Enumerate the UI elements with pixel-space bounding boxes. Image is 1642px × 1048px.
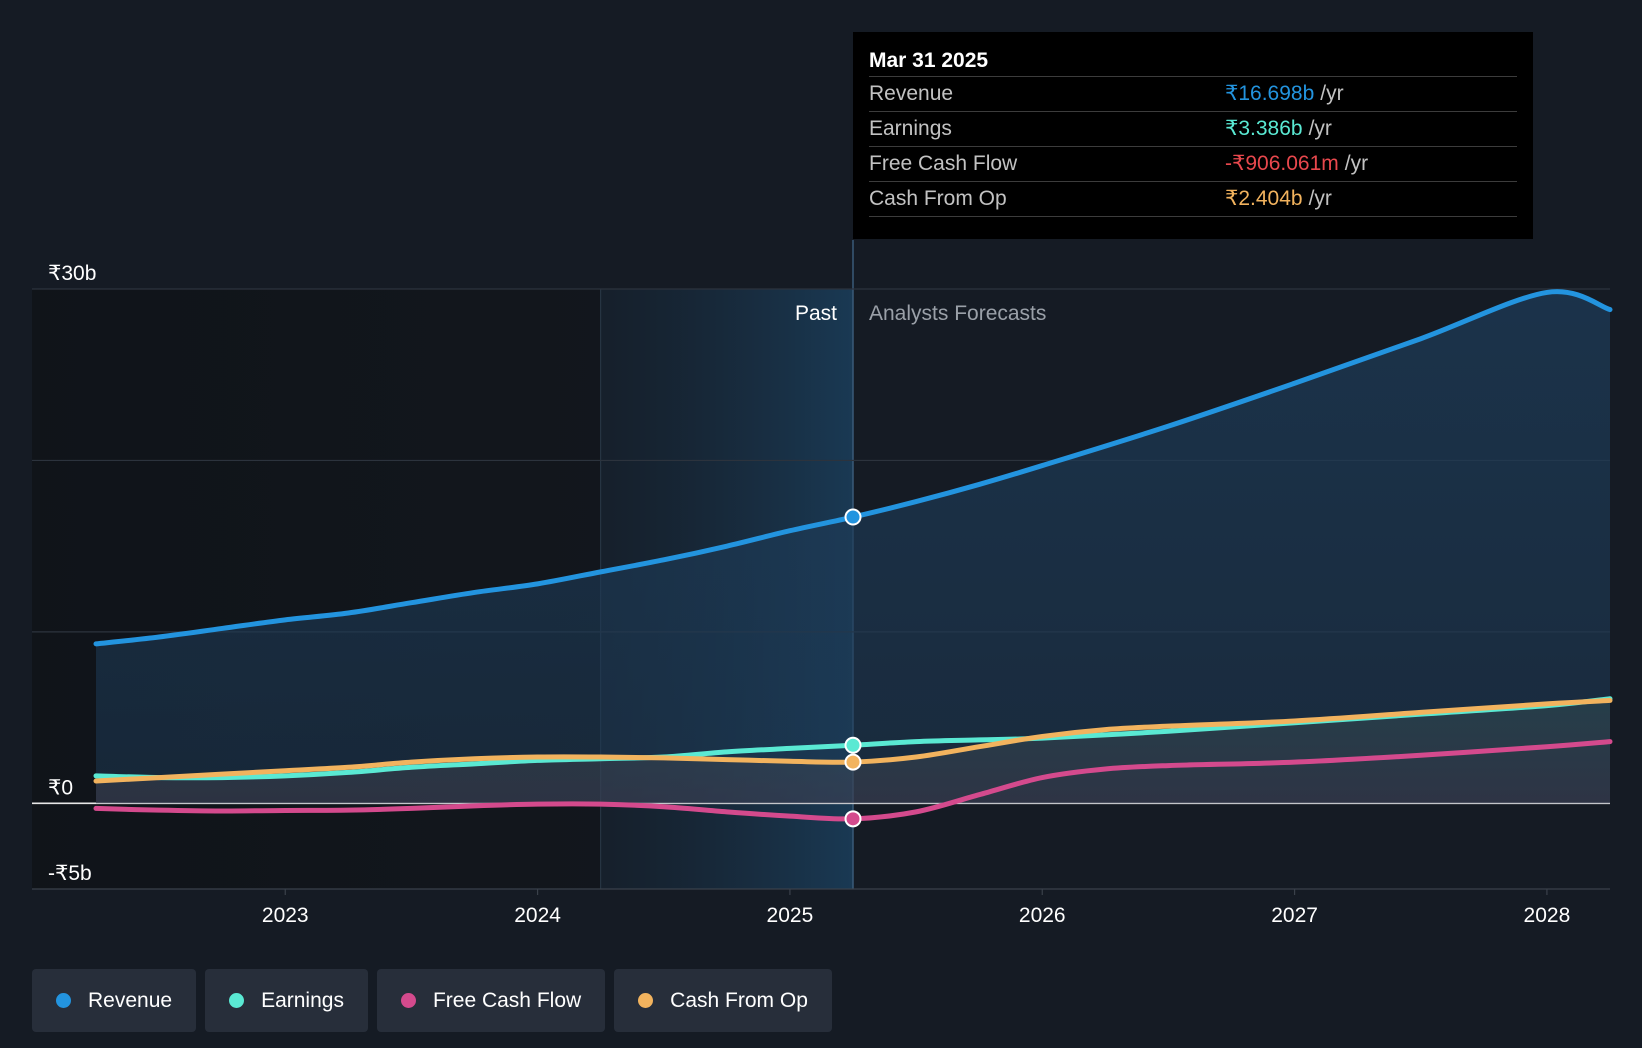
tooltip-label: Earnings [869, 117, 952, 140]
series-line-cash-from-op [93, 697, 1613, 784]
legend-dot-icon [56, 993, 71, 1008]
y-tick-label: -₹5b [48, 862, 92, 885]
x-tick-label: 2026 [1019, 904, 1066, 927]
legend-dot-icon [638, 993, 654, 1008]
tooltip-row-free-cash-flow: Free Cash Flow -₹906.061m /yr [869, 147, 1517, 182]
tooltip-unit: /yr [1308, 117, 1332, 140]
legend-item-cash-from-op[interactable]: Cash From Op [614, 969, 832, 1032]
tooltip-unit: /yr [1320, 82, 1344, 105]
revenue-area [96, 291, 1610, 804]
forecast-label: Analysts Forecasts [869, 302, 1046, 325]
legend-label: Free Cash Flow [432, 988, 582, 1012]
x-tick-label: 2023 [262, 904, 309, 927]
tooltip-value: ₹3.386b [1225, 117, 1303, 140]
legend-item-free-cash-flow[interactable]: Free Cash Flow [376, 969, 606, 1032]
x-tick-label: 2027 [1271, 904, 1318, 927]
past-label: Past [795, 302, 837, 325]
legend-dot-icon [229, 993, 245, 1008]
legend-label: Cash From Op [670, 988, 808, 1012]
legend-label: Earnings [261, 988, 344, 1012]
tooltip-label: Revenue [869, 82, 954, 105]
y-tick-label: ₹0 [48, 776, 73, 799]
marker-earnings [844, 736, 862, 754]
tooltip-date: Mar 31 2025 [869, 46, 1517, 77]
marker-revenue [844, 508, 862, 526]
tooltip: Mar 31 2025 Revenue ₹16.698b /yr Earning… [853, 32, 1533, 239]
x-tick-label: 2028 [1524, 904, 1571, 927]
series-line-revenue [93, 289, 1613, 647]
tooltip-label: Free Cash Flow [869, 152, 1018, 175]
tooltip-value: ₹16.698b [1225, 82, 1315, 105]
marker-cash-from-op [844, 753, 862, 771]
marker-free-cash-flow [844, 810, 862, 828]
tooltip-row-earnings: Earnings ₹3.386b /yr [869, 112, 1517, 147]
tooltip-unit: /yr [1308, 187, 1332, 210]
x-tick-label: 2025 [767, 904, 814, 927]
legend-item-earnings[interactable]: Earnings [205, 969, 368, 1032]
legend: Revenue Earnings Free Cash Flow Cash Fro… [32, 969, 832, 1032]
x-tick-label: 2024 [514, 904, 561, 927]
tooltip-row-cash-from-op: Cash From Op ₹2.404b /yr [869, 182, 1517, 217]
series-line-free-cash-flow [93, 739, 1613, 822]
legend-item-revenue[interactable]: Revenue [32, 969, 197, 1032]
tooltip-value: ₹2.404b [1225, 187, 1303, 210]
legend-label: Revenue [88, 988, 173, 1012]
tooltip-unit: /yr [1344, 152, 1369, 175]
tooltip-row-revenue: Revenue ₹16.698b /yr [869, 77, 1517, 112]
legend-dot-icon [400, 993, 416, 1008]
tooltip-value: -₹906.061m [1225, 152, 1339, 175]
tooltip-label: Cash From Op [869, 187, 1007, 210]
y-tick-label: ₹30b [48, 262, 96, 285]
